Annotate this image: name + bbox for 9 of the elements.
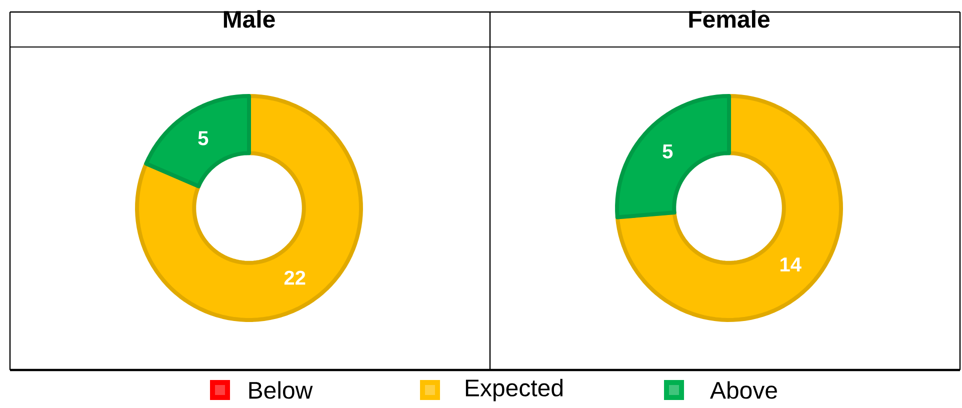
data-label: 14 [780, 258, 802, 272]
chart-title: Female [689, 10, 770, 28]
chart-title: Male [224, 10, 275, 28]
data-label: 5 [198, 131, 208, 146]
legend-label: Expected [466, 378, 562, 402]
legend-label: Below [249, 381, 313, 399]
data-label: 5 [662, 144, 673, 159]
data-label: 22 [284, 270, 306, 285]
legend-label: Above [710, 381, 777, 399]
